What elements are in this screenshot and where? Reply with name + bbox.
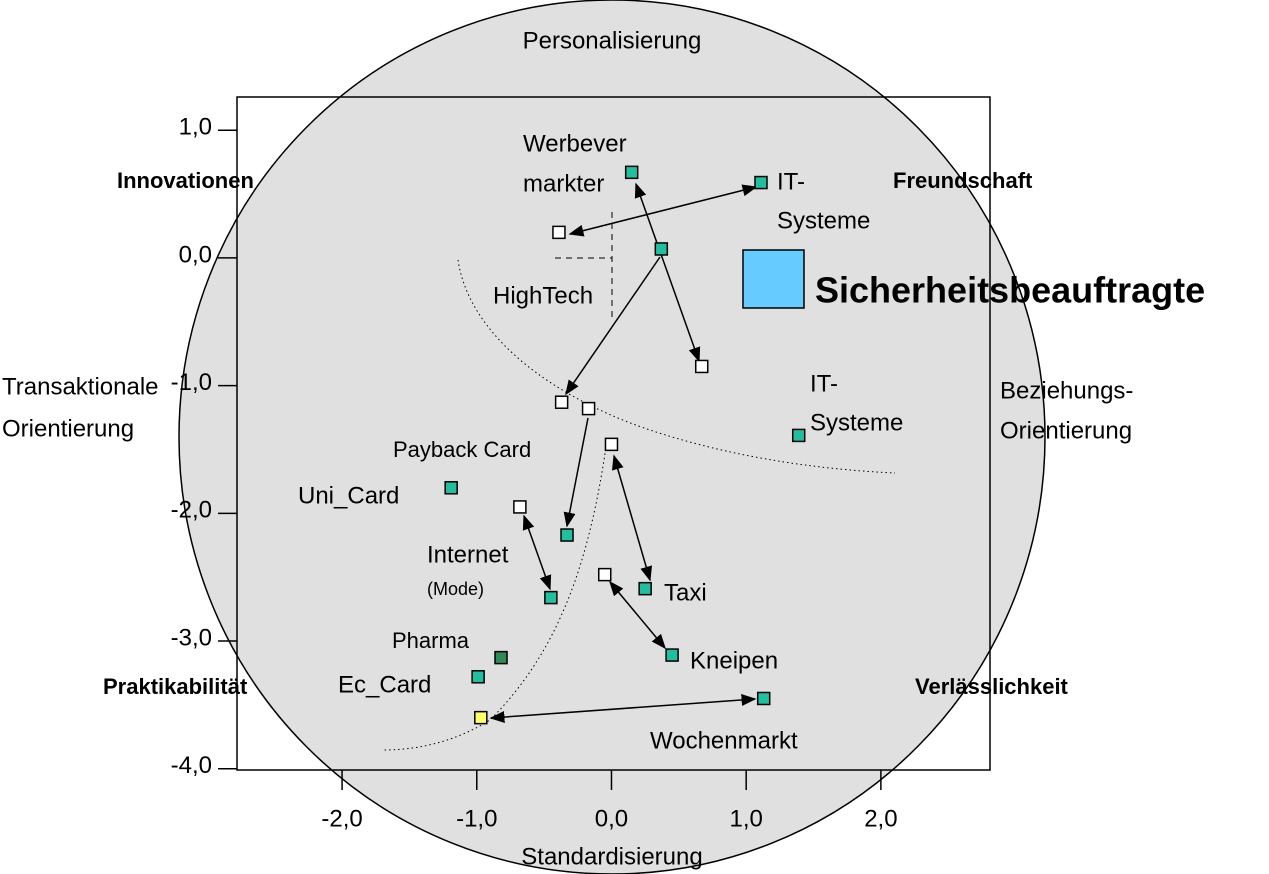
point bbox=[581, 401, 596, 416]
annotation: Wochenmarkt bbox=[650, 727, 798, 754]
x-tick-label: -1,0 bbox=[456, 805, 497, 832]
annotation: Personalisierung bbox=[523, 27, 702, 54]
y-tick-label: -2,0 bbox=[171, 497, 212, 524]
y-tick-label: 1,0 bbox=[179, 114, 212, 141]
annotation: Transaktionale bbox=[2, 373, 159, 400]
annotation: Verlässlichkeit bbox=[915, 674, 1069, 699]
annotation: Internet bbox=[427, 541, 509, 568]
point bbox=[471, 670, 485, 684]
point bbox=[694, 359, 709, 374]
x-tick-label: -2,0 bbox=[321, 805, 362, 832]
legend-label: Sicherheitsbeauftragte bbox=[815, 270, 1205, 311]
annotation: Innovationen bbox=[117, 168, 254, 193]
annotation: IT- bbox=[810, 370, 838, 397]
annotation: HighTech bbox=[493, 282, 593, 309]
point bbox=[597, 567, 612, 582]
arrows bbox=[489, 182, 758, 724]
y-tick-label: 0,0 bbox=[179, 241, 212, 268]
circle bbox=[178, 0, 1046, 874]
annotation: Taxi bbox=[664, 579, 707, 606]
curve bbox=[382, 439, 608, 751]
crosshair bbox=[555, 212, 613, 322]
y-tick-label: -1,0 bbox=[171, 369, 212, 396]
y-tick-label: -4,0 bbox=[171, 752, 212, 779]
point bbox=[554, 395, 569, 409]
annotation: Orientierung bbox=[2, 415, 134, 442]
annotation: Systeme bbox=[777, 207, 870, 234]
x-tick-label: 0,0 bbox=[595, 805, 628, 832]
annotation: Kneipen bbox=[690, 647, 778, 674]
point bbox=[756, 691, 771, 706]
x-tick-label: 2,0 bbox=[864, 805, 897, 832]
annotation: Werbever bbox=[523, 130, 627, 157]
legend-swatch bbox=[742, 249, 805, 309]
point bbox=[552, 225, 566, 240]
point bbox=[638, 581, 652, 596]
point bbox=[494, 650, 508, 665]
point bbox=[513, 500, 527, 514]
point bbox=[604, 437, 619, 452]
point bbox=[654, 242, 669, 256]
annotation: Freundschaft bbox=[893, 168, 1033, 193]
plot-frame bbox=[236, 96, 991, 771]
annotation: Standardisierung bbox=[521, 843, 702, 870]
annotation: (Mode) bbox=[427, 579, 484, 599]
annotation: Ec_Card bbox=[338, 671, 431, 698]
point bbox=[560, 528, 574, 542]
point bbox=[791, 428, 806, 443]
annotation: markter bbox=[523, 170, 604, 197]
x-tick-label: 1,0 bbox=[729, 805, 762, 832]
point bbox=[544, 590, 558, 605]
annotation: Payback Card bbox=[393, 437, 531, 462]
annotation: Beziehungs- bbox=[1000, 377, 1133, 404]
annotation: Uni_Card bbox=[298, 482, 399, 509]
y-tick-label: -3,0 bbox=[171, 624, 212, 651]
annotation: IT- bbox=[777, 168, 805, 195]
annotation: Orientierung bbox=[1000, 417, 1132, 444]
annotation: Praktikabilität bbox=[103, 674, 248, 699]
point bbox=[444, 481, 458, 495]
annotation: Pharma bbox=[392, 628, 470, 653]
point bbox=[665, 648, 679, 662]
point bbox=[474, 710, 488, 725]
point bbox=[624, 165, 639, 180]
point bbox=[754, 175, 768, 190]
annotation: Systeme bbox=[810, 409, 903, 436]
